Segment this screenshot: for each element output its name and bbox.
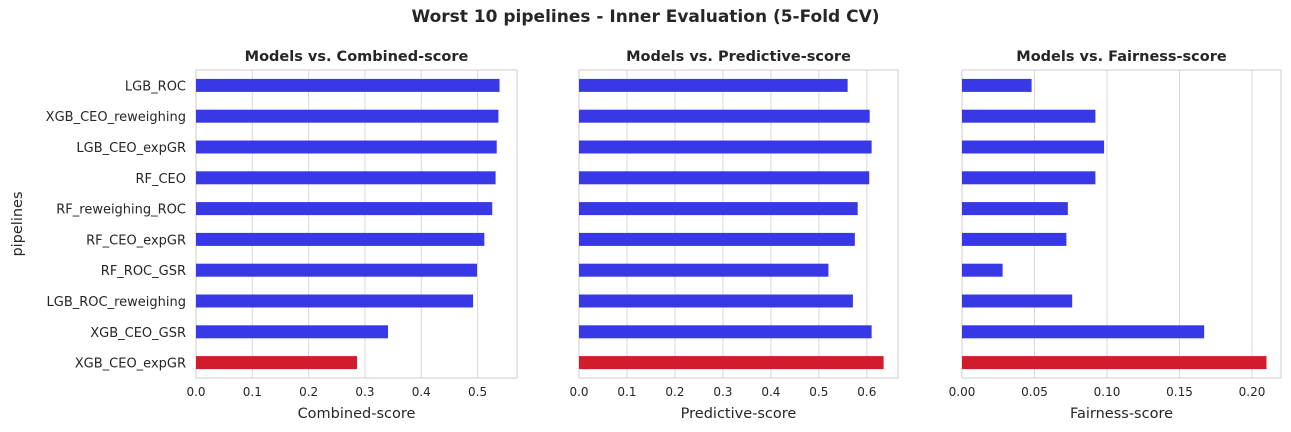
x-axis-label: Fairness-score — [1070, 406, 1173, 422]
bar — [196, 171, 496, 185]
bar — [962, 356, 1267, 370]
y-tick-label: LGB_CEO_expGR — [76, 141, 186, 156]
x-axis-label: Predictive-score — [681, 406, 797, 422]
x-axis-label: Combined-score — [298, 406, 416, 422]
bar — [196, 294, 474, 308]
x-tick-label: 0.2 — [665, 385, 684, 399]
bar — [579, 78, 848, 92]
bar — [962, 263, 1003, 277]
bar — [196, 78, 500, 92]
y-tick-label: RF_reweighing_ROC — [56, 203, 186, 218]
bar — [962, 109, 1096, 123]
bar — [962, 78, 1032, 92]
bar — [196, 202, 493, 216]
bar — [579, 356, 884, 370]
x-tick-label: 0.10 — [1094, 385, 1121, 399]
x-tick-label: 0.4 — [761, 385, 780, 399]
bar — [196, 263, 478, 277]
figure-title: Worst 10 pipelines - Inner Evaluation (5… — [411, 7, 880, 27]
y-tick-label: XGB_CEO_reweighing — [46, 110, 186, 125]
bar — [962, 171, 1096, 185]
bar — [196, 325, 389, 339]
bar — [579, 109, 870, 123]
bar — [962, 325, 1205, 339]
bar — [579, 263, 829, 277]
bar — [196, 356, 358, 370]
bar — [579, 232, 855, 246]
bar — [196, 109, 499, 123]
bar — [579, 171, 870, 185]
bar — [962, 202, 1068, 216]
y-tick-label: RF_CEO_expGR — [86, 233, 186, 248]
bar — [579, 325, 872, 339]
y-tick-label: LGB_ROC_reweighing — [47, 295, 186, 310]
bar — [962, 140, 1105, 154]
bar — [579, 202, 858, 216]
bar — [962, 294, 1073, 308]
x-tick-label: 0.05 — [1021, 385, 1048, 399]
y-tick-label: XGB_CEO_expGR — [75, 357, 186, 372]
axes-frame — [578, 69, 899, 379]
x-tick-label: 0.5 — [468, 385, 487, 399]
subplot-title: Models vs. Predictive-score — [626, 49, 851, 65]
bar — [196, 140, 497, 154]
x-tick-label: 0.0 — [569, 385, 588, 399]
bar — [579, 140, 872, 154]
x-tick-label: 0.3 — [713, 385, 732, 399]
y-tick-label: RF_ROC_GSR — [101, 264, 186, 279]
x-tick-label: 0.15 — [1166, 385, 1193, 399]
x-tick-label: 0.0 — [186, 385, 205, 399]
x-tick-label: 0.1 — [243, 385, 262, 399]
y-tick-label: LGB_ROC — [125, 79, 186, 94]
bar — [962, 232, 1067, 246]
y-tick-label: RF_CEO — [135, 172, 186, 187]
x-tick-label: 0.5 — [809, 385, 828, 399]
y-tick-label: XGB_CEO_GSR — [90, 326, 186, 341]
x-tick-label: 0.20 — [1239, 385, 1266, 399]
x-tick-label: 0.1 — [617, 385, 636, 399]
x-tick-label: 0.6 — [857, 385, 876, 399]
x-tick-label: 0.4 — [412, 385, 431, 399]
bar — [579, 294, 853, 308]
subplot-title: Models vs. Combined-score — [245, 49, 469, 65]
axes-frame — [961, 69, 1282, 379]
bar — [196, 232, 485, 246]
subplot-title: Models vs. Fairness-score — [1016, 49, 1227, 65]
axes-frame — [195, 69, 518, 379]
x-tick-label: 0.2 — [299, 385, 318, 399]
x-tick-label: 0.3 — [355, 385, 374, 399]
x-tick-label: 0.00 — [949, 385, 976, 399]
y-axis-label: pipelines — [10, 191, 26, 256]
